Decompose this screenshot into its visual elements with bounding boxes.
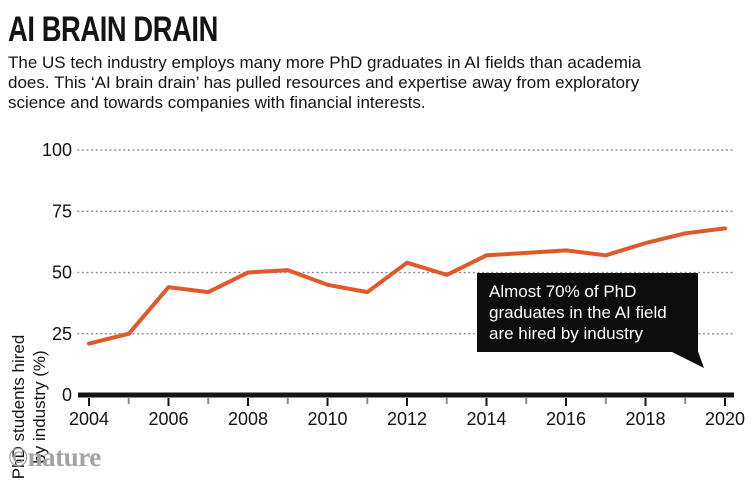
- x-tick-labels: 2004 2006 2008 2010 2012 2014 2016 2018 2020: [69, 409, 745, 429]
- x-tick-label-2004: 2004: [69, 409, 109, 429]
- nature-credit-logo: ©nature: [8, 442, 101, 472]
- industry-hiring-line: [87, 226, 727, 346]
- chart-title: AI BRAIN DRAIN: [8, 10, 218, 49]
- y-tick-label-75: 75: [52, 201, 72, 221]
- x-tick-label-2010: 2010: [307, 409, 347, 429]
- line-chart: 0 25 50 75 100 2004 2006 2008 2010 2012 2014 2016 20…: [0, 135, 751, 479]
- y-tick-label-100: 100: [42, 140, 72, 160]
- chart-subtitle: The US tech industry employs many more P…: [8, 53, 642, 112]
- x-tick-label-2008: 2008: [228, 409, 268, 429]
- x-tick-label-2016: 2016: [546, 409, 586, 429]
- x-tick-label-2014: 2014: [466, 409, 506, 429]
- y-tick-labels: 0 25 50 75 100: [42, 140, 72, 405]
- x-tick-label-2020: 2020: [705, 409, 745, 429]
- y-tick-label-0: 0: [62, 385, 72, 405]
- x-tick-label-2012: 2012: [387, 409, 427, 429]
- x-tick-label-2006: 2006: [148, 409, 188, 429]
- axis-ticks: [88, 398, 726, 406]
- y-tick-label-25: 25: [52, 324, 72, 344]
- x-tick-label-2018: 2018: [625, 409, 665, 429]
- y-tick-label-50: 50: [52, 263, 72, 283]
- callout-annotation: Almost 70% of PhD graduates in the AI fi…: [477, 273, 698, 352]
